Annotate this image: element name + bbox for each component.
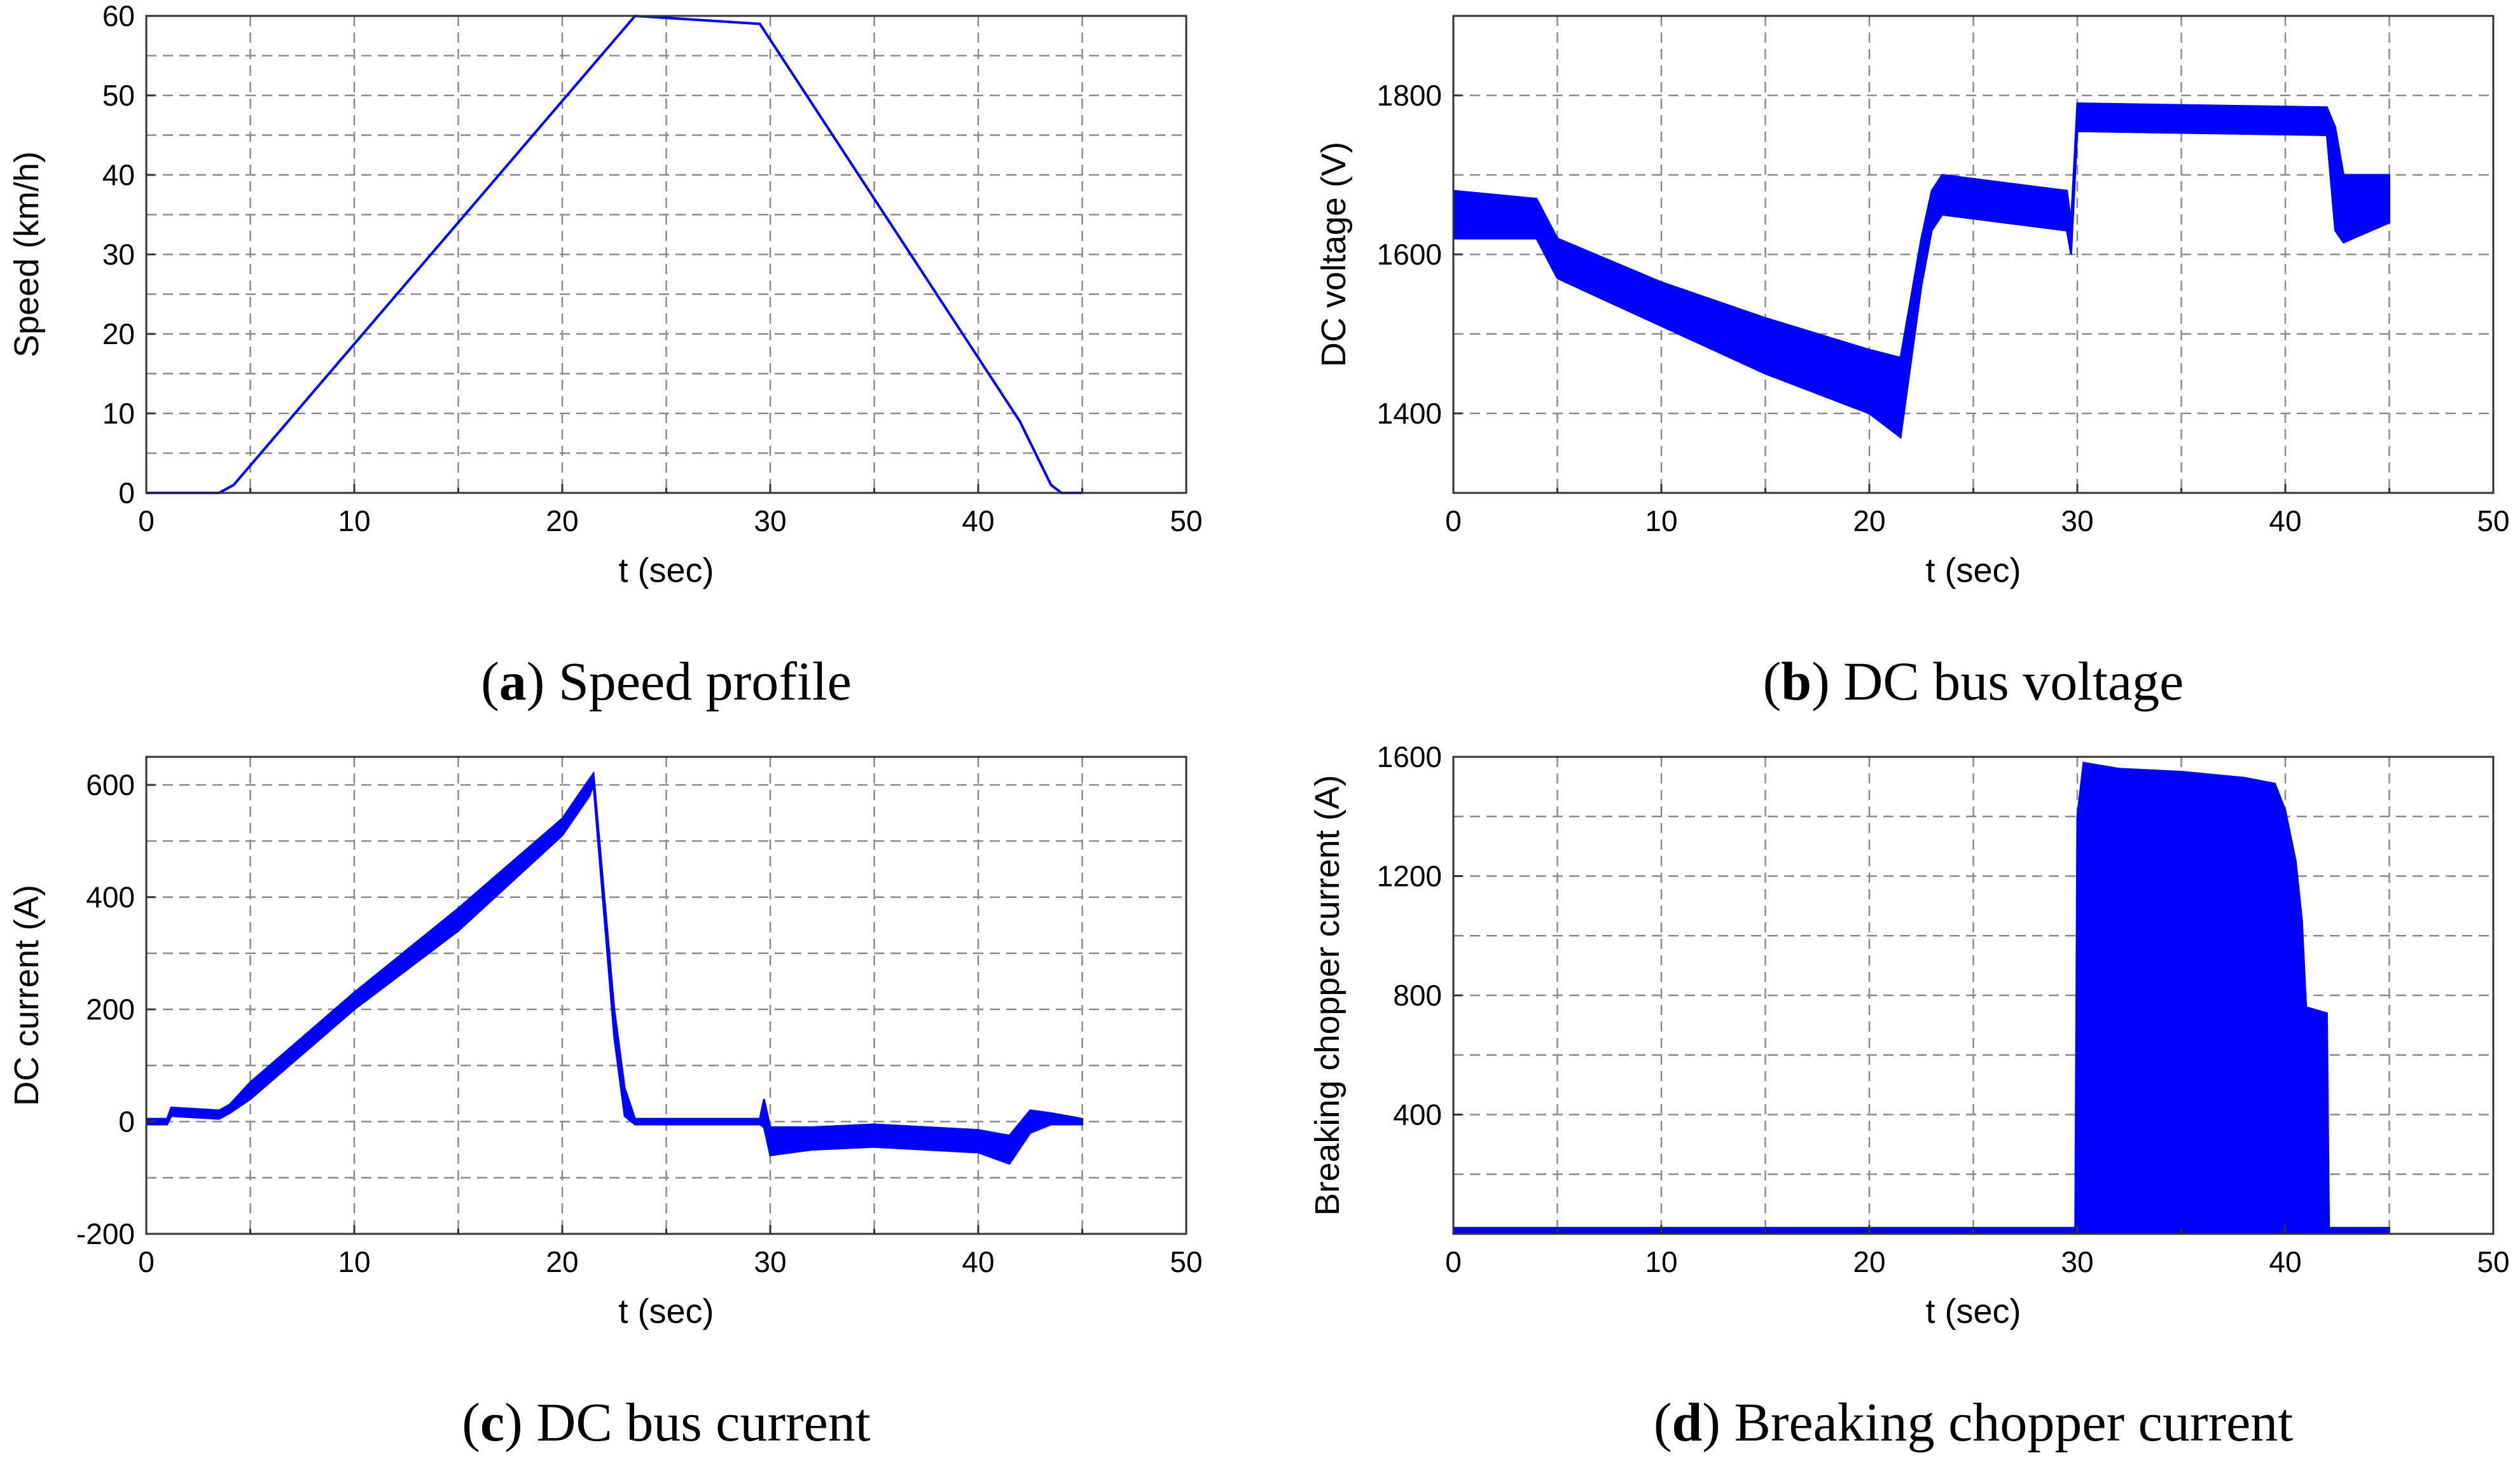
caption-letter: c [480, 1392, 504, 1453]
caption-text: Breaking chopper current [1734, 1392, 2293, 1453]
x-tick-label: 40 [962, 1245, 994, 1278]
y-tick-label: 1200 [1377, 860, 1442, 893]
panel-dc-bus-voltage: 0 10 20 30 40 50 1400 1600 1800 t (sec) DC voltage… [1315, 15, 2510, 712]
y-tick-label: 10 [102, 397, 135, 430]
y-tick-label: 20 [102, 317, 135, 350]
caption-letter: b [1781, 651, 1811, 712]
x-tick-label: 40 [2269, 1245, 2301, 1278]
panel-caption: (c) DC bus current [462, 1392, 871, 1453]
caption-letter: a [499, 651, 527, 712]
x-tick-label: 10 [1645, 1245, 1677, 1278]
caption-paren-close: ) [504, 1392, 536, 1453]
x-tick-label: 30 [2061, 504, 2093, 537]
x-tick-label: 20 [546, 1245, 578, 1278]
caption-paren-close: ) [527, 651, 558, 712]
y-tick-label: 800 [1393, 979, 1442, 1012]
x-axis-label: t (sec) [618, 551, 714, 590]
x-tick-label: 20 [546, 504, 578, 537]
y-tick-label: 0 [118, 476, 135, 509]
x-tick-label: 50 [1170, 504, 1202, 537]
caption-paren-open: ( [1763, 651, 1782, 712]
x-tick-label: 20 [1853, 1245, 1885, 1278]
y-tick-label: 1400 [1377, 397, 1442, 430]
y-axis-label: DC current (A) [8, 885, 46, 1106]
x-tick-label: 10 [1645, 504, 1677, 537]
x-tick-label: 30 [2061, 1245, 2093, 1278]
caption-text: Speed profile [558, 651, 852, 712]
y-tick-label: -200 [76, 1217, 135, 1250]
panel-caption: (a) Speed profile [481, 651, 852, 712]
caption-paren-open: ( [481, 651, 499, 712]
caption-text: DC bus voltage [1843, 651, 2184, 712]
series-speed [146, 14, 1083, 494]
series-band-c [145, 771, 1083, 1165]
panel-speed-profile: 0 10 20 30 40 50 0 10 20 30 40 50 60 t (sec) Speed (km… [8, 0, 1203, 712]
caption-text: DC bus current [536, 1392, 871, 1453]
caption-letter: d [1672, 1392, 1702, 1453]
x-tick-label: 20 [1853, 504, 1885, 537]
x-tick-label: 10 [338, 504, 370, 537]
x-tick-label: 50 [2477, 504, 2509, 537]
y-tick-label: 50 [102, 79, 135, 112]
x-tick-label: 40 [2269, 504, 2301, 537]
y-tick-label: 1600 [1377, 238, 1442, 271]
x-tick-label: 30 [754, 504, 786, 537]
y-tick-label: 1600 [1377, 740, 1442, 773]
y-tick-label: 600 [86, 768, 135, 801]
caption-paren-open: ( [1654, 1392, 1672, 1453]
y-tick-label: 400 [1393, 1098, 1442, 1131]
caption-paren-close: ) [1702, 1392, 1734, 1453]
caption-paren-open: ( [462, 1392, 480, 1453]
y-tick-label: 200 [86, 993, 135, 1026]
panel-breaking-chopper-current: 0 10 20 30 40 50 400 800 1200 1600 t (sec) Breaking… [1308, 740, 2510, 1453]
panel-caption: (d) Breaking chopper current [1654, 1392, 2293, 1453]
x-axis-label: t (sec) [1925, 551, 2021, 590]
y-axis-label: Breaking chopper current (A) [1308, 775, 1347, 1215]
x-tick-label: 10 [338, 1245, 370, 1278]
series-chopper-current [1452, 761, 2390, 1235]
y-axis-label: DC voltage (V) [1315, 142, 1353, 367]
x-tick-label: 50 [1170, 1245, 1202, 1278]
series-band-b [1452, 102, 2390, 439]
caption-paren-close: ) [1811, 651, 1843, 712]
x-tick-label: 0 [1445, 504, 1462, 537]
y-axis-label: Speed (km/h) [8, 151, 46, 357]
x-tick-label: 50 [2477, 1245, 2509, 1278]
y-tick-label: 0 [118, 1105, 135, 1138]
x-axis-label: t (sec) [618, 1292, 714, 1331]
x-tick-label: 30 [754, 1245, 786, 1278]
y-tick-label: 40 [102, 158, 135, 191]
y-tick-label: 60 [102, 0, 135, 32]
x-tick-label: 0 [138, 504, 155, 537]
x-tick-label: 0 [138, 1245, 155, 1278]
x-tick-label: 40 [962, 504, 994, 537]
y-tick-label: 30 [102, 238, 135, 271]
panel-caption: (b) DC bus voltage [1763, 651, 2184, 712]
y-tick-label: 400 [86, 881, 135, 914]
y-tick-label: 1800 [1377, 79, 1442, 112]
x-tick-label: 0 [1445, 1245, 1462, 1278]
x-axis-label: t (sec) [1925, 1292, 2021, 1331]
